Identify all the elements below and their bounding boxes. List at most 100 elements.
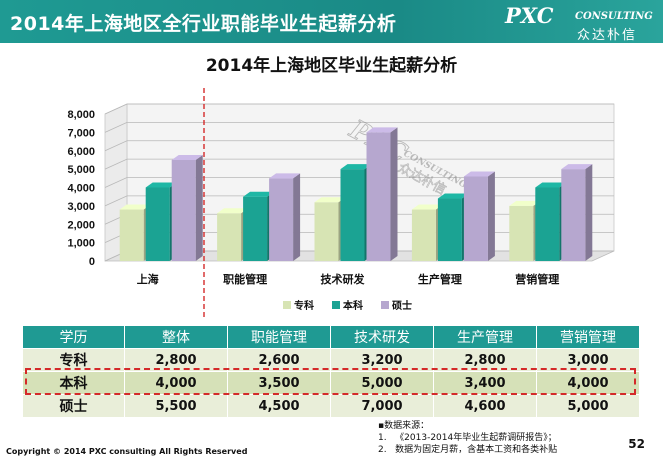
bar-top [561, 164, 593, 170]
bar-front [535, 187, 560, 261]
bar-top [411, 204, 443, 210]
bar-top [437, 193, 469, 199]
column-header: 学历 [22, 325, 125, 349]
column-header: 生产管理 [433, 325, 537, 349]
y-tick-label: 7,000 [67, 127, 95, 139]
table-row: 硕士 5,500 4,500 7,000 4,600 5,000 [22, 394, 640, 418]
bar-front [145, 187, 170, 261]
legend-swatch [381, 301, 389, 309]
table-cell: 3,500 [227, 371, 331, 395]
y-tick-label: 1,000 [67, 238, 95, 250]
source-item: 2. 数据为固定月薪，含基本工资和各类补贴 [378, 445, 558, 455]
bar-top [340, 164, 372, 170]
bar-front [217, 213, 242, 261]
bar-top [119, 204, 151, 210]
table-cell: 硕士 [22, 394, 125, 418]
bar-front [340, 169, 365, 261]
source-item: 1. 《2013-2014年毕业生起薪调研报告》； [378, 433, 557, 443]
header-bar: 2014年上海地区全行业职能毕业生起薪分析 PXC CONSULTING 众达朴… [0, 0, 663, 43]
bar-front [463, 176, 488, 261]
table-cell: 4,500 [227, 394, 331, 418]
bar-front [269, 178, 294, 261]
table-cell: 5,000 [536, 394, 640, 418]
table-cell: 4,000 [124, 371, 228, 395]
logo-sub: CONSULTING [575, 11, 653, 22]
bar-top [463, 171, 495, 177]
gridline [104, 103, 614, 115]
gridline [104, 140, 614, 152]
table-cell: 3,400 [433, 371, 537, 395]
bar-硕士-营销管理 [561, 164, 593, 261]
bar-top [217, 208, 249, 214]
bar-side [293, 173, 301, 261]
bar-top [145, 182, 177, 188]
column-header: 职能管理 [227, 325, 331, 349]
bar-front [314, 202, 339, 261]
legend-label: 专科 [294, 299, 314, 312]
row-highlight-box [25, 368, 636, 395]
x-tick-label: 生产管理 [418, 272, 462, 286]
bar-top [509, 200, 541, 206]
column-header: 整体 [124, 325, 228, 349]
bar-top [171, 154, 203, 160]
copyright-text: Copyright © 2014 PXC consulting All Righ… [6, 447, 248, 456]
legend-swatch [283, 301, 291, 309]
y-tick-label: 5,000 [67, 164, 95, 176]
bar-front [171, 159, 196, 261]
bar-硕士-生产管理 [463, 171, 495, 261]
gridline [104, 177, 614, 188]
bar-front [243, 196, 268, 261]
bar-side [487, 171, 495, 261]
table-cell: 5,000 [330, 371, 434, 395]
bar-本科-营销管理 [535, 182, 567, 261]
legend-label: 硕士 [392, 299, 412, 312]
bar-top [366, 127, 398, 133]
y-tick-label: 4,000 [67, 183, 95, 195]
x-tick-label: 上海 [137, 272, 159, 286]
source-title: ▪数据来源： [378, 421, 430, 431]
logo-cn: 众达朴信 [577, 28, 638, 43]
table-cell: 7,000 [330, 394, 434, 418]
logo-main: PXC [505, 3, 554, 28]
chart-title: 2014年上海地区毕业生起薪分析 [205, 56, 458, 76]
column-header: 技术研发 [330, 325, 434, 349]
page-number: 52 [628, 437, 645, 451]
bar-硕士-上海 [171, 154, 203, 261]
y-tick-label: 8,000 [67, 109, 95, 121]
bar-front [437, 198, 462, 261]
column-header: 营销管理 [536, 325, 640, 349]
company-logo: PXC CONSULTING 众达朴信 [505, 3, 655, 43]
bar-top [243, 191, 275, 197]
bar-top [535, 182, 567, 188]
table-header-row: 学历 整体 职能管理 技术研发 生产管理 营销管理 [22, 325, 640, 349]
data-source-note: ▪数据来源： 1. 《2013-2014年毕业生起薪调研报告》； 2. 数据为固… [378, 420, 557, 456]
bar-side [390, 127, 398, 261]
x-tick-label: 技术研发 [321, 272, 366, 286]
table-cell: 5,500 [124, 394, 228, 418]
bar-top [314, 197, 346, 203]
y-tick-label: 2,000 [67, 219, 95, 231]
y-tick-label: 6,000 [67, 146, 95, 158]
y-tick-label: 0 [89, 256, 95, 268]
bar-top [269, 173, 301, 179]
x-tick-label: 营销管理 [515, 272, 559, 286]
legend-label: 本科 [343, 299, 363, 312]
table-cell: 4,600 [433, 394, 537, 418]
bar-side [195, 154, 203, 261]
gridline [104, 158, 614, 170]
header-title: 2014年上海地区全行业职能毕业生起薪分析 [10, 13, 397, 35]
table-row: 本科 4,000 3,500 5,000 3,400 4,000 [22, 371, 640, 395]
bar-front [411, 209, 436, 261]
x-tick-label: 职能管理 [223, 272, 267, 286]
bar-front [509, 205, 534, 261]
bar-chart: 0 1,000 2,000 3,000 4,000 5,000 6,000 7,000 8,00… [67, 88, 615, 318]
bar-front [561, 169, 586, 261]
bar-side [585, 164, 593, 261]
bar-front [366, 132, 391, 261]
y-tick-label: 3,000 [67, 201, 95, 213]
bar-front [119, 209, 144, 261]
bar-硕士-技术研发 [366, 127, 398, 261]
table-cell: 本科 [22, 371, 125, 395]
gridline [104, 121, 614, 133]
legend-swatch [332, 301, 340, 309]
